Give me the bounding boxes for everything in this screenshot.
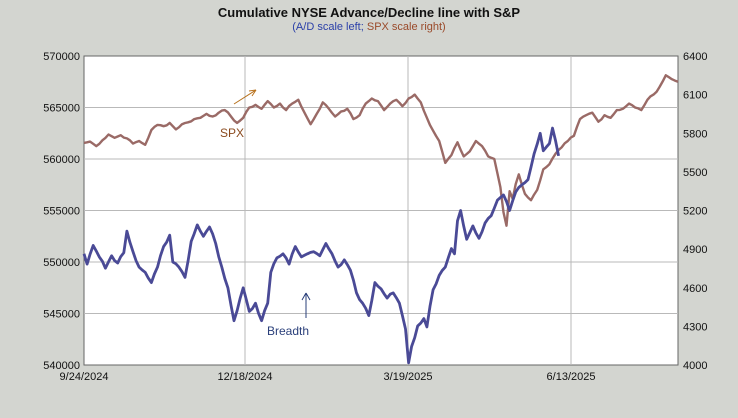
y-right-tick-label: 4000 (683, 360, 707, 372)
y-axis-right-labels: 4000 4300 4600 4900 5200 5500 5800 6100 6400 (683, 51, 707, 372)
y-right-tick-label: 4300 (683, 321, 707, 333)
y-left-tick-label: 565000 (43, 103, 80, 115)
chart-subtitle: (A/D scale left; SPX scale right) (0, 21, 738, 33)
breadth-series-line (82, 126, 560, 365)
y-axis-left-labels: 540000 545000 550000 555000 560000 565000 5700… (43, 51, 80, 372)
spx-annotation-arrowhead (248, 89, 257, 97)
breadth-annotation-arrowhead (301, 292, 311, 301)
y-right-tick-label: 6100 (683, 90, 707, 102)
chart-title: Cumulative NYSE Advance/Decline line wit… (217, 5, 521, 20)
y-left-tick-label: 540000 (43, 360, 80, 372)
y-right-tick-label: 4600 (683, 283, 707, 295)
subtitle-left-scale: (A/D scale left (292, 21, 361, 33)
y-right-tick-label: 6400 (683, 51, 707, 63)
subtitle-right-scale: SPX scale right) (366, 21, 446, 33)
y-right-tick-label: 5500 (683, 167, 707, 179)
y-right-tick-label: 4900 (683, 244, 707, 256)
y-left-tick-label: 560000 (43, 154, 80, 166)
grid-lines (84, 56, 678, 365)
y-left-tick-label: 550000 (43, 257, 80, 269)
y-right-tick-label: 5200 (683, 206, 707, 218)
spx-annotation-label: SPX (220, 126, 244, 140)
x-tick-label: 12/18/2024 (217, 371, 272, 383)
spx-series-line (83, 74, 679, 227)
y-left-tick-label: 555000 (43, 206, 80, 218)
spx-annotation-arrow (233, 89, 257, 105)
x-tick-label: 6/13/2025 (547, 371, 596, 383)
y-left-tick-label: 545000 (43, 309, 80, 321)
y-left-tick-label: 570000 (43, 51, 80, 63)
breadth-annotation-label: Breadth (267, 324, 309, 338)
x-tick-label: 3/19/2025 (384, 371, 433, 383)
y-right-tick-label: 5800 (683, 128, 707, 140)
subtitle-separator: ; (360, 21, 364, 33)
x-tick-label: 9/24/2024 (60, 371, 109, 383)
x-axis-labels: 9/24/2024 12/18/2024 3/19/2025 6/13/2025 (60, 371, 596, 383)
